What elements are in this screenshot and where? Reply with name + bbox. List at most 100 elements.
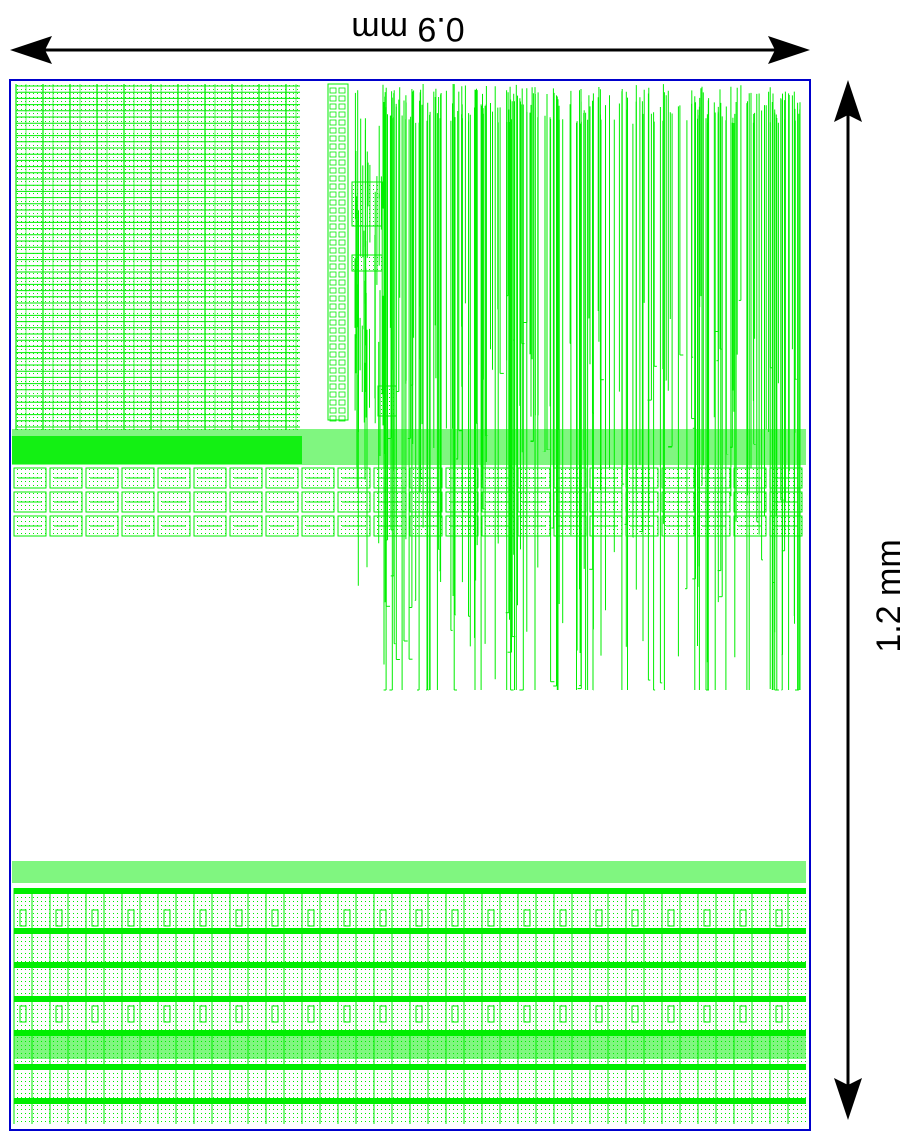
control-cell <box>329 143 337 150</box>
bottom-array-cell <box>703 909 711 927</box>
control-cell <box>338 263 346 270</box>
control-cell <box>329 359 337 366</box>
control-cell <box>329 159 337 166</box>
width-dimension: 0.9 mm <box>10 10 810 64</box>
bottom-array-cell <box>91 1005 99 1023</box>
control-cell <box>329 319 337 326</box>
control-cell <box>338 199 346 206</box>
periphery-cells <box>12 467 806 883</box>
control-cell <box>338 335 346 342</box>
control-cell <box>338 287 346 294</box>
control-cell <box>338 391 346 398</box>
control-cell <box>329 343 337 350</box>
bottom-array-cell <box>667 909 675 927</box>
height-arrow-bottom-head <box>834 1078 862 1120</box>
control-cell <box>329 367 337 374</box>
control-cell <box>338 367 346 374</box>
memory-array-block <box>15 84 300 430</box>
control-cell <box>329 247 337 254</box>
width-arrow-left-head <box>10 36 52 64</box>
bottom-array-cell <box>127 1005 135 1023</box>
die-boundary <box>9 79 811 1131</box>
bottom-array-cell <box>523 1005 531 1023</box>
control-cell <box>329 263 337 270</box>
control-cell <box>329 231 337 238</box>
bottom-array-cell <box>199 1005 207 1023</box>
control-cell <box>329 287 337 294</box>
control-cell <box>338 111 346 118</box>
control-cell <box>329 103 337 110</box>
bottom-array-cell <box>343 909 351 927</box>
control-column-outline <box>327 83 349 421</box>
bottom-array-cell <box>307 1005 315 1023</box>
control-cell <box>329 135 337 142</box>
control-cell <box>338 279 346 286</box>
control-cell <box>329 255 337 262</box>
control-cell <box>338 87 346 94</box>
control-cell <box>329 199 337 206</box>
control-cell <box>338 215 346 222</box>
control-cell <box>338 95 346 102</box>
control-cell <box>338 183 346 190</box>
control-cell <box>338 399 346 406</box>
bottom-array-cell <box>235 1005 243 1023</box>
bottom-array-cell <box>487 909 495 927</box>
bottom-array-cell <box>415 909 423 927</box>
control-cell <box>338 167 346 174</box>
control-cell <box>329 327 337 334</box>
control-cell <box>329 87 337 94</box>
control-cell <box>329 239 337 246</box>
bottom-array-cell <box>739 1005 747 1023</box>
control-cell <box>338 175 346 182</box>
bottom-array-cell <box>19 909 27 927</box>
control-cell <box>338 415 346 422</box>
bottom-array-cell <box>235 909 243 927</box>
bottom-array-cell <box>595 909 603 927</box>
control-cell <box>329 383 337 390</box>
control-cell <box>338 311 346 318</box>
control-cell <box>338 407 346 414</box>
bottom-array-cell <box>91 909 99 927</box>
control-cell <box>329 167 337 174</box>
control-cell <box>338 207 346 214</box>
control-cell <box>338 159 346 166</box>
control-cell <box>329 279 337 286</box>
bottom-array-cell <box>55 1005 63 1023</box>
bottom-array-cell <box>667 1005 675 1023</box>
bottom-array-cell <box>271 1005 279 1023</box>
bottom-array-cell <box>451 1005 459 1023</box>
control-cell <box>338 119 346 126</box>
control-cell <box>338 151 346 158</box>
bottom-array-cell <box>775 1005 783 1023</box>
control-cell <box>338 359 346 366</box>
horizontal-bus <box>12 429 806 465</box>
control-cell <box>329 335 337 342</box>
control-cell <box>338 343 346 350</box>
control-cell <box>338 231 346 238</box>
control-cell <box>338 303 346 310</box>
control-cell <box>338 351 346 358</box>
height-label: 1.2 mm <box>870 539 906 652</box>
bottom-array-cell <box>19 1005 27 1023</box>
bottom-array-cell <box>55 909 63 927</box>
bottom-array-cell <box>379 909 387 927</box>
bottom-array-cell <box>415 1005 423 1023</box>
control-cell <box>329 295 337 302</box>
width-label: 0.9 mm <box>351 10 464 48</box>
control-cell <box>338 135 346 142</box>
control-cell <box>338 319 346 326</box>
control-cell <box>338 239 346 246</box>
control-cell <box>329 303 337 310</box>
bottom-array-cell <box>739 909 747 927</box>
control-cell <box>329 271 337 278</box>
bottom-array-cell <box>199 909 207 927</box>
control-cell <box>338 103 346 110</box>
bottom-array-cell <box>271 909 279 927</box>
control-cell <box>338 383 346 390</box>
bottom-array-cell <box>451 909 459 927</box>
bottom-array-cell <box>379 1005 387 1023</box>
height-arrow-top-head <box>834 80 862 122</box>
control-cell <box>329 311 337 318</box>
control-cell <box>329 183 337 190</box>
